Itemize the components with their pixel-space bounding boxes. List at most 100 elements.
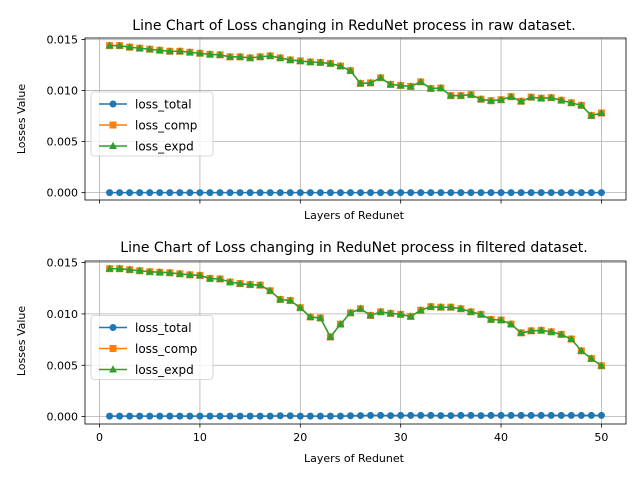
bottom-data-point <box>547 411 555 419</box>
bottom-data-point <box>407 411 415 419</box>
bottom-data-point <box>296 412 304 420</box>
top-data-point <box>326 59 335 67</box>
bottom-data-point <box>476 310 485 318</box>
bottom-data-point <box>517 411 525 419</box>
bottom-data-point <box>547 327 556 335</box>
top-data-point <box>276 189 284 197</box>
bottom-axes-frame <box>84 260 627 425</box>
top-data-point <box>367 189 375 197</box>
bottom-data-point <box>397 411 405 419</box>
bottom-data-point <box>357 412 365 420</box>
top-data-point <box>286 55 295 63</box>
top-data-point <box>397 189 405 197</box>
top-data-point <box>547 189 555 197</box>
bottom-data-point <box>557 330 566 338</box>
bottom-legend-entry-loss_comp: loss_comp <box>99 342 197 356</box>
top-series-loss_expd <box>105 41 606 119</box>
top-data-point <box>316 58 325 66</box>
bottom-data-point <box>497 315 506 324</box>
bottom-data-point <box>105 264 114 272</box>
top-data-point <box>136 189 144 197</box>
bottom-data-point <box>427 411 435 419</box>
top-y-tick-label: 0.000 <box>47 187 79 200</box>
bottom-data-point <box>145 267 154 275</box>
bottom-data-point <box>236 279 245 287</box>
bottom-data-point <box>266 412 274 420</box>
bottom-legend-swatch-marker <box>109 345 117 352</box>
top-data-point <box>407 189 415 197</box>
bottom-legend-label: loss_total <box>135 321 192 335</box>
top-data-point <box>206 189 214 197</box>
bottom-y-tick-label: 0.010 <box>47 308 79 321</box>
top-data-point <box>326 189 334 197</box>
top-data-point <box>426 84 435 92</box>
bottom-data-point <box>567 334 576 343</box>
bottom-data-point <box>276 295 285 303</box>
top-data-point <box>236 189 244 197</box>
top-data-point <box>205 50 214 58</box>
bottom-data-point <box>346 412 354 420</box>
top-data-point <box>517 189 525 197</box>
top-data-point <box>236 52 245 60</box>
bottom-legend-swatch-marker <box>109 365 117 373</box>
top-data-point <box>567 189 575 197</box>
top-legend-swatch-marker <box>109 100 117 108</box>
bottom-data-point <box>146 412 154 420</box>
top-series-loss_total <box>106 189 605 197</box>
bottom-data-point <box>487 315 496 323</box>
bottom-data-point <box>507 319 516 328</box>
top-data-point <box>357 189 365 197</box>
bottom-data-point <box>176 412 184 420</box>
top-data-point <box>396 81 405 89</box>
bottom-data-point <box>215 274 224 282</box>
top-data-point <box>246 53 255 61</box>
top-data-point <box>126 189 134 197</box>
top-data-point <box>476 95 485 103</box>
bottom-data-point <box>557 411 565 419</box>
bottom-data-point <box>356 304 365 312</box>
top-data-point <box>446 91 455 99</box>
top-data-point <box>436 83 445 92</box>
top-data-point <box>125 42 134 51</box>
bottom-data-point <box>487 411 495 419</box>
top-data-point <box>497 95 506 103</box>
bottom-data-point <box>396 310 405 318</box>
top-data-point <box>517 97 526 105</box>
bottom-data-point <box>286 296 295 304</box>
top-data-point <box>376 73 385 81</box>
top-data-point <box>386 80 395 88</box>
top-data-point <box>537 189 545 197</box>
bottom-data-point <box>126 412 134 420</box>
bottom-data-point <box>156 412 164 420</box>
top-data-point <box>416 77 425 85</box>
top-legend-swatch-marker <box>109 121 117 129</box>
top-y-tick-label: 0.005 <box>47 136 79 149</box>
top-legend-label: loss_expd <box>135 140 194 154</box>
top-data-point <box>457 189 465 197</box>
bottom-legend-entry-loss_total: loss_total <box>99 321 192 335</box>
top-data-point <box>507 189 515 197</box>
top-data-point <box>336 61 345 70</box>
bottom-data-point <box>436 303 445 311</box>
bottom-data-point <box>246 280 255 288</box>
bottom-x-tick-label: 10 <box>193 431 207 444</box>
top-data-point <box>155 46 164 54</box>
bottom-data-point <box>597 411 605 419</box>
bottom-data-point <box>416 306 425 314</box>
top-data-point <box>456 91 465 99</box>
bottom-data-point <box>286 412 294 420</box>
bottom-data-point <box>185 270 194 278</box>
bottom-x-axis-label: Layers of Redunet <box>304 452 405 465</box>
bottom-legend-box <box>90 315 214 380</box>
bottom-y-tick-label: 0.005 <box>47 359 79 372</box>
bottom-series-loss_expd <box>105 264 606 369</box>
bottom-data-point <box>256 412 264 420</box>
bottom-data-point <box>195 271 204 279</box>
bottom-data-point <box>116 412 124 420</box>
top-data-point <box>387 189 395 197</box>
top-data-point <box>145 45 154 53</box>
bottom-data-point <box>387 412 395 420</box>
top-legend-entry-loss_expd: loss_expd <box>99 140 194 154</box>
